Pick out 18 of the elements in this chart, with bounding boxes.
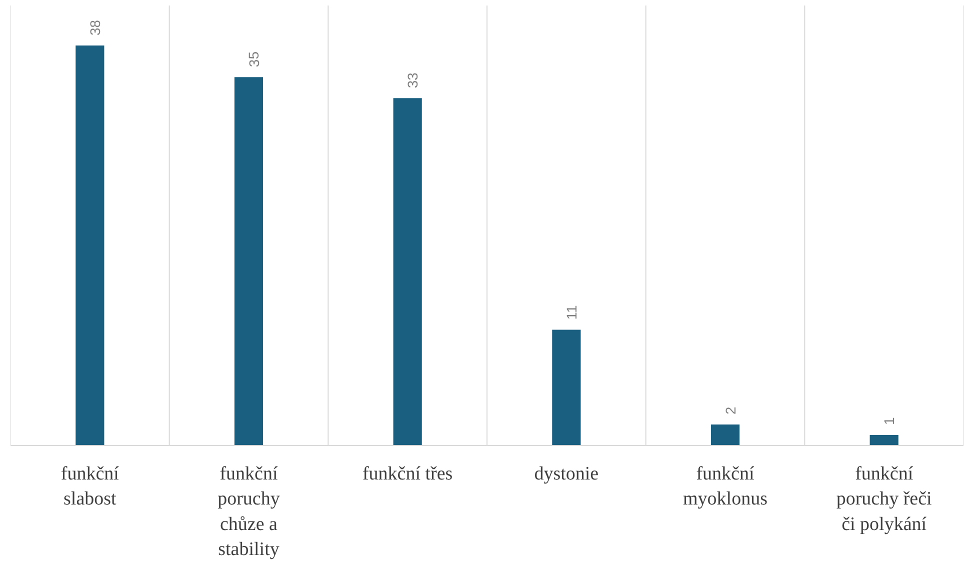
bar xyxy=(710,424,740,446)
x-tick-label: funkční třes xyxy=(362,464,453,484)
x-tick-label: dystonie xyxy=(534,464,599,484)
data-label: 33 xyxy=(404,72,421,88)
data-label: 2 xyxy=(722,406,738,414)
x-tick-label: funkční slabost xyxy=(60,464,120,510)
bar xyxy=(76,46,104,446)
data-label: 35 xyxy=(246,51,262,68)
bar xyxy=(234,77,264,446)
x-tick-label: funkční myoklonus xyxy=(683,464,768,510)
bar xyxy=(870,434,898,446)
data-label: 11 xyxy=(563,304,580,320)
x-tick-label: funkční poruchy chůze a stability xyxy=(218,464,280,560)
data-label: 38 xyxy=(86,20,103,36)
bar xyxy=(552,330,581,446)
x-tick-label: funkční poruchy řeči či polykání xyxy=(836,464,932,535)
bar xyxy=(393,98,422,446)
data-label: 1 xyxy=(881,416,898,425)
